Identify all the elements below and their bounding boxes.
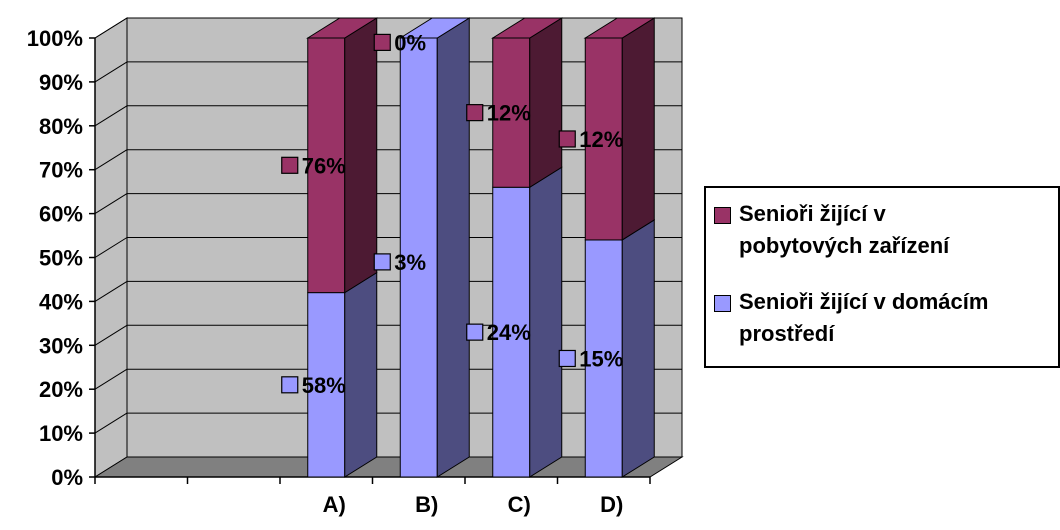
gridline-side: [94, 237, 128, 258]
legend-label-home-line2: prostředí: [739, 321, 835, 346]
bars: [306, 17, 656, 478]
bar-segment-residential-side: [344, 17, 378, 294]
bar-segment-residential-front: [492, 37, 531, 188]
bar-top: [583, 17, 656, 39]
legend-label-residential-line2: pobytových zařízení: [739, 233, 950, 258]
bar-segment-home-side: [344, 271, 378, 478]
gridline-side: [94, 61, 128, 83]
bar-segment-home: [584, 219, 655, 478]
data-label: 76%: [302, 153, 346, 178]
gridline-side: [94, 17, 128, 39]
bar-segment-home-side: [529, 166, 563, 478]
gridline-side: [94, 193, 128, 215]
bar-top: [491, 17, 564, 39]
x-category-label: D): [600, 492, 623, 517]
x-category-label: A): [323, 492, 346, 517]
data-label: 0%: [394, 30, 426, 55]
axes: [89, 37, 651, 484]
bar-segment-home-front: [492, 186, 531, 478]
bar-top: [398, 17, 471, 39]
bar-top: [306, 17, 379, 39]
y-tick-label: 100%: [27, 26, 83, 51]
legend-label-home-line1: Senioři žijící v domácím: [739, 289, 989, 314]
y-tick-label: 0%: [51, 465, 83, 490]
x-category-label: C): [508, 492, 531, 517]
gridline-side: [94, 412, 128, 434]
gridline-side: [94, 105, 128, 127]
y-tick-label: 70%: [39, 158, 83, 183]
data-label: 12%: [579, 127, 623, 152]
bar-segment-home: [492, 166, 563, 478]
data-label-marker: [373, 33, 391, 51]
bar-segment-home: [399, 17, 470, 478]
legend-item-residential: Senioři žijící v pobytových zařízení: [714, 198, 949, 262]
gridline-side: [94, 368, 128, 390]
x-category-labels: A) B) C) D): [323, 492, 624, 517]
legend: Senioři žijící v pobytových zařízení Sen…: [704, 186, 1060, 368]
y-tick-label: 30%: [39, 333, 83, 358]
gridline-side: [94, 149, 128, 171]
gridline-side: [94, 324, 128, 346]
y-tick-label: 50%: [39, 246, 83, 271]
bar-segment-residential-front: [584, 37, 623, 241]
data-label: 24%: [487, 320, 531, 345]
data-label: 12%: [487, 101, 531, 126]
bar-segment-home-front: [584, 239, 623, 478]
data-label: 15%: [579, 346, 623, 371]
bar-segment-home-front: [399, 37, 438, 478]
data-label-marker: [373, 253, 391, 271]
y-tick-label: 40%: [39, 289, 83, 314]
data-label-marker: [281, 376, 299, 394]
y-tick-label: 90%: [39, 70, 83, 95]
y-tick-label: 60%: [39, 202, 83, 227]
x-category-label: B): [415, 492, 438, 517]
bar-segment-residential-side: [621, 17, 655, 241]
bar-segment-residential: [307, 17, 378, 294]
bar-segment-home-side: [621, 219, 655, 478]
legend-item-home: Senioři žijící v domácím prostředí: [714, 286, 988, 350]
y-tick-label: 10%: [39, 421, 83, 446]
data-labels: 58% 3% 24% 15% 76% 0% 12% 12%: [281, 30, 623, 398]
bar-segment-residential: [492, 17, 563, 189]
data-label: 58%: [302, 373, 346, 398]
bar-segment-residential: [584, 17, 655, 241]
legend-swatch-home: [714, 295, 731, 312]
bar-segment-residential-side: [529, 17, 563, 189]
data-label-marker: [466, 323, 484, 341]
legend-swatch-residential: [714, 207, 731, 224]
data-label-marker: [466, 104, 484, 122]
data-label-marker: [558, 130, 576, 148]
bar-segment-home-front: [307, 292, 346, 478]
data-label: 3%: [394, 250, 426, 275]
bar-segment-home-side: [436, 17, 470, 478]
data-label-marker: [558, 349, 576, 368]
y-tick-label: 20%: [39, 377, 83, 402]
y-tick-labels: 0% 10% 20% 30% 40% 50% 60% 70% 80% 90% 100%: [27, 26, 83, 490]
legend-label-home: Senioři žijící v domácím prostředí: [739, 286, 988, 350]
bar-segment-home: [307, 271, 378, 478]
legend-label-residential: Senioři žijící v pobytových zařízení: [739, 198, 949, 262]
legend-label-residential-line1: Senioři žijící v: [739, 201, 886, 226]
gridline-side: [94, 280, 128, 302]
y-tick-label: 80%: [39, 114, 83, 139]
data-label-marker: [281, 156, 299, 174]
